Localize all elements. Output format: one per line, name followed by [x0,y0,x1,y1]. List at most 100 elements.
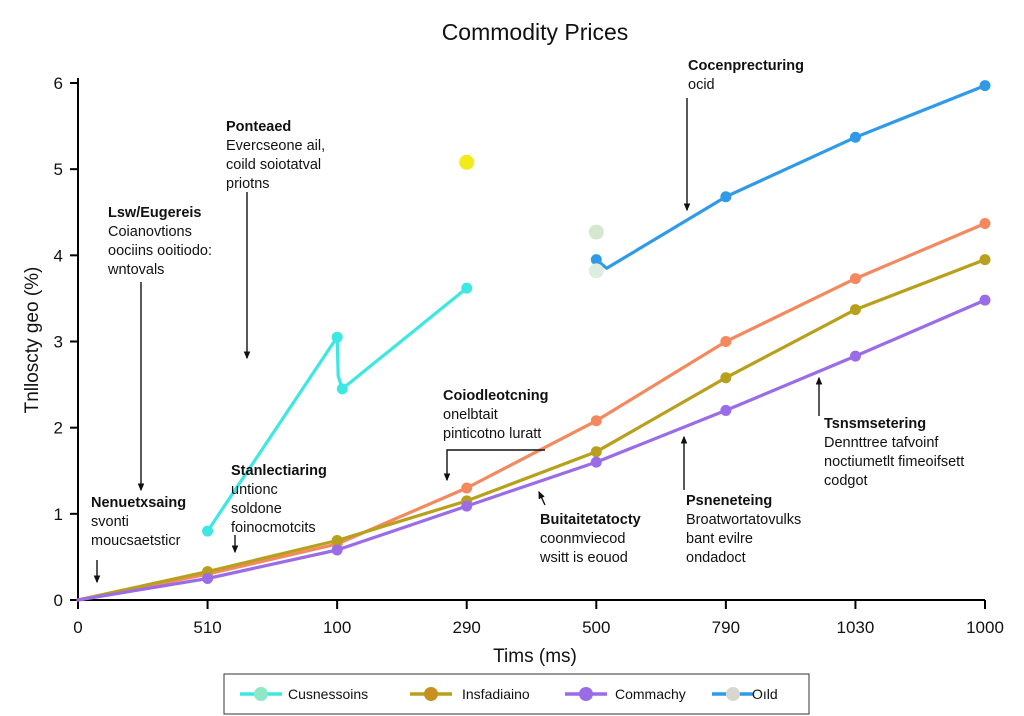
annotation-a1: Ponteaed Evercseone ail, coild soiotatval p… [226,119,325,360]
annotation-text: Psneneteing [686,493,772,509]
annotation-text: Coianovtions [108,224,192,240]
annotation-text: Buitaitetatocty [540,512,641,528]
data-point [979,254,991,266]
data-point [720,404,732,416]
series-line [76,298,987,602]
legend-label: Commachy [615,686,686,702]
annotation-text: coonmviecod [540,531,625,547]
annotation-text: Ponteaed [226,119,291,135]
annotation-a4: Coiodleotcning onelbtait pinticotno luratt [443,388,549,482]
x-tick-label: 790 [712,618,740,637]
y-tick-label: 1 [54,505,63,524]
arrow-head [137,483,145,492]
x-tick-label: 510 [193,618,221,637]
y-axis: 0 1 2 3 4 5 6 [54,74,79,610]
legend-label: Cusnessoins [288,686,368,702]
annotation-text: onelbtait [443,407,498,423]
annotation-text: Dennttree tafvoinf [824,435,939,451]
series-line [594,84,987,270]
series-line [76,258,987,602]
legend-item: Cusnessoins [240,686,368,702]
data-point [331,544,343,556]
legend-swatch-marker [579,687,593,701]
data-point [461,282,473,294]
legend-items: Cusnessoins Insfadiaino Commachy Oıld [240,686,778,702]
data-point [849,273,861,285]
legend-item: Commachy [565,686,686,702]
y-tick-label: 0 [54,591,63,610]
data-point [202,572,214,584]
annotation-text: Stanlectiaring [231,463,327,479]
arrow-head [243,351,251,360]
annotation-text: Lsw/Eugereis [108,205,201,221]
annotation-text: bant evilre [686,531,753,547]
chart-title: Commodity Prices [442,19,629,45]
data-point [979,80,991,92]
annotation-text: Broatwortatovulks [686,512,801,528]
x-tick-label: 290 [453,618,481,637]
data-point [461,500,473,512]
annotation-a8: Psneneteing Broatwortatovulks bant evilre o… [680,435,801,566]
legend: Cusnessoins Insfadiaino Commachy Oıld [223,673,810,715]
annotation-a2: Lsw/Eugereis Coianovtions oociins ooitiodo… [107,205,212,492]
arrow-head [683,203,691,212]
x-ticks: 0 510 100 290 500 790 1030 1000 [73,600,1004,637]
data-point [461,482,473,494]
annotation-text: coild soiotatval [226,157,321,173]
annotation-text: svonti [91,514,129,530]
series-4 [590,80,991,270]
series-0 [202,282,473,537]
annotation-text: priotns [226,176,270,192]
annotation-text: ocid [688,77,715,93]
series-1 [76,217,991,602]
data-point [590,254,602,266]
annotation-arrow [446,449,545,480]
annotation-a6: Nenuetxsaing svonti moucsaetsticr [91,495,186,584]
legend-item: Oıld [712,686,778,702]
annotation-a5: Stanlectiaring untionc soldone foinocmotcit… [231,463,327,554]
arrow-head [680,435,688,444]
annotation-a9: Tsnsmsetering Dennttree tafvoinf noctiumet… [815,376,964,489]
data-point [979,294,991,306]
series-line [206,286,469,533]
annotation-text: Cocenprecturing [688,58,804,74]
annotation-text: wntovals [107,262,164,278]
y-tick-label: 4 [54,246,63,265]
annotation-text: Tsnsmsetering [824,416,926,432]
arrow-head [538,490,545,500]
annotation-text: oociins ooitiodo: [108,243,212,259]
annotation-text: wsitt is eouod [539,550,628,566]
y-tick-label: 3 [54,333,63,352]
data-point [331,535,343,547]
x-tick-label: 1000 [966,618,1004,637]
data-point [979,217,991,229]
legend-box [223,673,810,715]
x-tick-label: 0 [73,618,82,637]
data-point [588,263,604,279]
arrow-head [443,473,451,482]
annotation-text: untionc [231,482,278,498]
series-line [76,221,987,602]
data-point [331,331,343,343]
data-point [459,154,475,170]
data-point [720,336,732,347]
data-point [336,383,348,395]
annotation-text: Coiodleotcning [443,388,549,404]
data-point [590,415,602,427]
legend-label: Oıld [752,686,778,702]
annotation-text: Evercseone ail, [226,138,325,154]
series-layer [76,80,991,602]
series-3 [76,294,991,602]
arrow-head [815,376,823,385]
annotation-text: soldone [231,501,282,517]
legend-item: Insfadiaino [410,686,530,702]
data-point [849,350,861,362]
arrow-head [93,575,101,584]
arrow-head [231,545,239,554]
x-axis: 0 510 100 290 500 790 1030 1000 [73,599,1004,637]
annotation-text: noctiumetlt fimeoifsett [824,454,964,470]
extra-points [459,154,604,279]
annotation-a3: Cocenprecturing ocid [683,58,804,212]
legend-swatch-marker [254,687,268,701]
